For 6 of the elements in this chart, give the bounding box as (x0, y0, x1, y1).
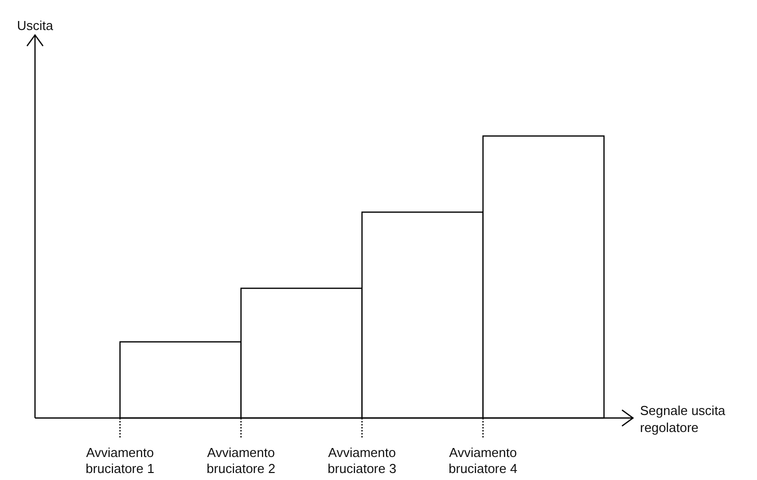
x-axis-title: Segnale uscita regolatore (640, 403, 726, 435)
x-tick-label: Avviamento bruciatore 3 (328, 445, 396, 476)
x-tick-label: Avviamento bruciatore 4 (448, 445, 518, 476)
x-tick-label: Avviamento bruciatore 2 (206, 445, 276, 476)
text: Uscita (16, 18, 54, 33)
x-tick-label: Avviamento bruciatore 1 (86, 445, 154, 476)
